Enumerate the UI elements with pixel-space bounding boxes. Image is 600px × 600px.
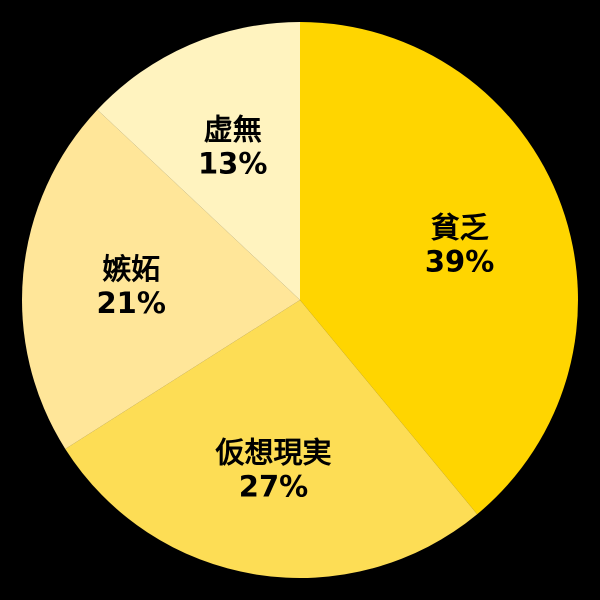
pie-slice-1 bbox=[65, 300, 478, 578]
pie-slice-2 bbox=[22, 109, 300, 449]
pie-slice-percent-3: 13% bbox=[198, 146, 267, 180]
pie-slice-label-3: 虚無 13% bbox=[198, 112, 267, 180]
pie-slice-name-2: 嫉妬 bbox=[102, 252, 160, 286]
pie-slice-name-0: 貧乏 bbox=[431, 211, 489, 245]
pie-slice-label-1: 仮想現実 27% bbox=[214, 436, 331, 504]
pie-slice-3 bbox=[97, 22, 300, 300]
pie-slice-name-3: 虚無 bbox=[204, 112, 262, 146]
pie-slice-label-2: 嫉妬 21% bbox=[96, 252, 165, 320]
pie-slice-percent-1: 27% bbox=[239, 470, 308, 504]
pie-slice-0 bbox=[300, 22, 578, 515]
pie-slice-percent-2: 21% bbox=[96, 286, 165, 320]
pie-slice-name-1: 仮想現実 bbox=[214, 436, 331, 470]
pie-slice-label-0: 貧乏 39% bbox=[425, 211, 494, 279]
pie-slice-percent-0: 39% bbox=[425, 245, 494, 279]
